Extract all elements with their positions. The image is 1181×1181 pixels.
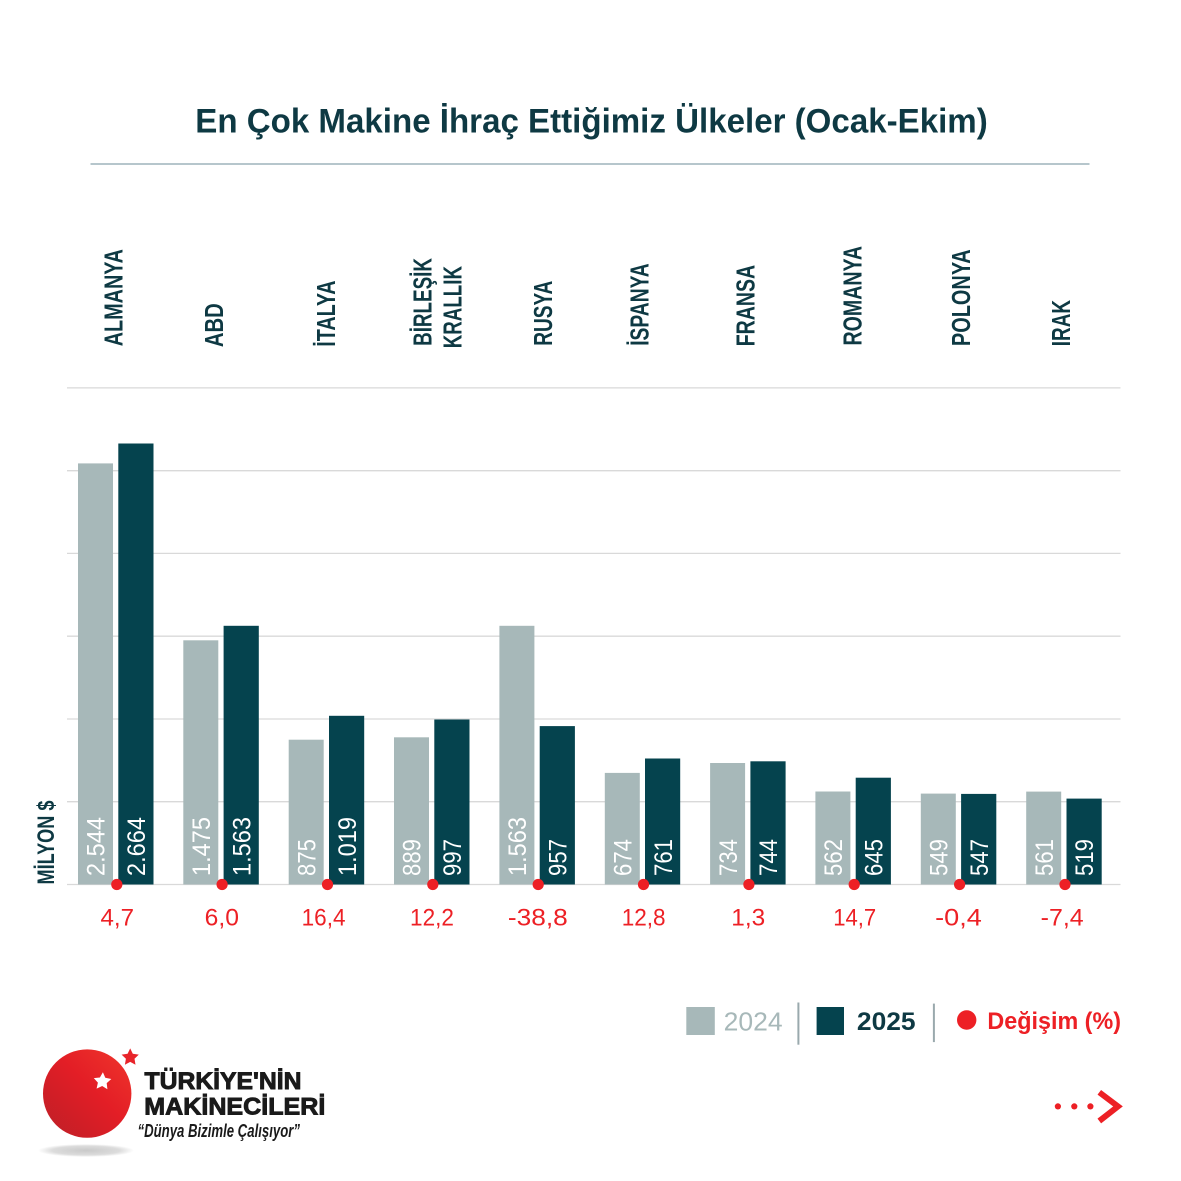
- svg-text:744: 744: [755, 839, 783, 876]
- svg-text:889: 889: [399, 839, 427, 876]
- svg-text:761: 761: [650, 839, 678, 876]
- svg-text:1.019: 1.019: [334, 817, 362, 876]
- svg-text:BİRLEŞİK: BİRLEŞİK: [410, 258, 438, 346]
- svg-text:2024: 2024: [724, 1009, 783, 1037]
- svg-text:En Çok Makine İhraç Ettiğimiz: En Çok Makine İhraç Ettiğimiz Ülkeler (O…: [195, 102, 988, 141]
- svg-text:İTALYA: İTALYA: [313, 281, 341, 347]
- svg-text:IRAK: IRAK: [1048, 300, 1076, 347]
- svg-text:MAKİNECİLERİ: MAKİNECİLERİ: [144, 1094, 325, 1121]
- svg-text:1.563: 1.563: [228, 817, 256, 876]
- svg-text:İSPANYA: İSPANYA: [626, 263, 654, 345]
- svg-text:997: 997: [439, 839, 467, 876]
- svg-text:562: 562: [820, 839, 848, 876]
- svg-text:734: 734: [715, 839, 743, 876]
- svg-text:RUSYA: RUSYA: [530, 281, 558, 346]
- svg-text:2025: 2025: [857, 1008, 916, 1036]
- svg-text:12,2: 12,2: [410, 905, 454, 932]
- svg-text:-0,4: -0,4: [935, 905, 982, 932]
- svg-text:TÜRKİYE'NİN: TÜRKİYE'NİN: [145, 1068, 302, 1095]
- svg-text:MİLYON $: MİLYON $: [33, 800, 60, 884]
- svg-text:674: 674: [610, 839, 638, 876]
- svg-text:645: 645: [861, 839, 889, 876]
- svg-text:2.544: 2.544: [83, 817, 111, 876]
- svg-text:ROMANYA: ROMANYA: [839, 246, 867, 346]
- svg-text:549: 549: [926, 839, 954, 876]
- svg-text:POLONYA: POLONYA: [948, 249, 976, 346]
- svg-text:12,8: 12,8: [622, 905, 666, 932]
- svg-text:547: 547: [966, 839, 994, 876]
- svg-text:561: 561: [1031, 839, 1059, 876]
- svg-text:16,4: 16,4: [302, 905, 346, 932]
- svg-text:-7,4: -7,4: [1041, 905, 1084, 932]
- svg-text:-38,8: -38,8: [508, 905, 568, 932]
- svg-text:ALMANYA: ALMANYA: [100, 249, 128, 346]
- svg-text:2.664: 2.664: [123, 817, 151, 876]
- svg-text:14,7: 14,7: [833, 905, 876, 932]
- svg-text:Değişim (%): Değişim (%): [987, 1008, 1121, 1035]
- svg-text:ABD: ABD: [201, 303, 229, 347]
- svg-text:4,7: 4,7: [101, 905, 135, 932]
- svg-text:1,3: 1,3: [731, 905, 765, 932]
- svg-text:519: 519: [1071, 839, 1099, 876]
- svg-text:FRANSA: FRANSA: [733, 265, 761, 346]
- svg-text:“Dünya Bizimle Çalışıyor”: “Dünya Bizimle Çalışıyor”: [138, 1120, 301, 1141]
- svg-text:1.475: 1.475: [188, 817, 216, 876]
- svg-text:957: 957: [545, 839, 573, 876]
- svg-text:6,0: 6,0: [205, 905, 239, 932]
- svg-text:KRALLIK: KRALLIK: [439, 266, 467, 349]
- svg-text:1.563: 1.563: [504, 817, 532, 876]
- svg-text:875: 875: [293, 839, 321, 876]
